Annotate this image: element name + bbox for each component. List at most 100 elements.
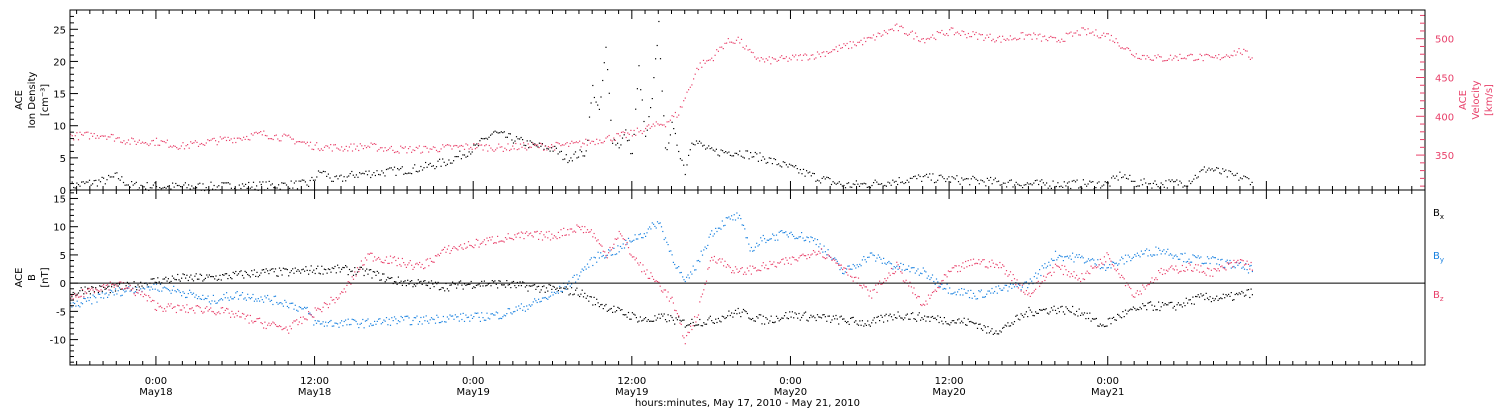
density-point [473, 144, 475, 146]
bz-point [148, 295, 150, 297]
by-point [499, 317, 501, 319]
bz-point [460, 244, 462, 246]
bz-point [692, 325, 694, 327]
bz-point [1146, 285, 1148, 287]
bz-point [864, 286, 866, 288]
bx-point [983, 325, 985, 327]
by-point [913, 267, 915, 269]
bz-point [189, 308, 191, 310]
bz-point [75, 296, 77, 298]
by-point [694, 269, 696, 271]
bz-point [146, 300, 148, 302]
bz-point [905, 279, 907, 281]
by-point [838, 263, 840, 265]
by-point [1245, 263, 1247, 265]
velocity-point [351, 150, 354, 152]
bz-point [1074, 277, 1076, 279]
bz-point [1078, 277, 1080, 279]
bz-point [703, 289, 705, 291]
bz-point [134, 294, 136, 297]
bx-point [527, 290, 529, 292]
bx-point [930, 316, 932, 318]
by-point [211, 300, 213, 302]
bz-point [400, 265, 402, 267]
by-point [865, 261, 867, 263]
bz-point [924, 304, 926, 306]
bz-point [72, 298, 74, 300]
bz-point [935, 290, 938, 292]
bz-point [319, 309, 321, 311]
by-point [777, 239, 779, 241]
bx-point [692, 321, 694, 324]
velocity-point [774, 58, 777, 60]
bx-point [957, 319, 959, 321]
bx-point [1028, 306, 1030, 309]
density-point [189, 188, 191, 190]
density-point [638, 65, 640, 67]
density-point [1162, 184, 1164, 186]
bz-point [848, 268, 850, 270]
bz-point [1016, 279, 1018, 281]
velocity-point [1014, 37, 1016, 39]
velocity-point [143, 142, 145, 144]
bz-point [1205, 274, 1207, 276]
by-point [389, 324, 392, 326]
density-point [846, 182, 848, 185]
bx-point [1098, 325, 1100, 327]
density-point [664, 147, 667, 149]
by-point [601, 255, 603, 258]
bz-point [1035, 288, 1037, 290]
by-point [868, 256, 870, 258]
density-point [368, 170, 370, 172]
density-point [335, 175, 338, 177]
by-point [114, 288, 117, 290]
bx-point [1054, 309, 1057, 311]
density-point [1012, 186, 1014, 188]
bz-point [412, 268, 414, 270]
density-point [445, 164, 447, 167]
bz-point [797, 260, 799, 262]
by-point [939, 286, 941, 288]
bx-point [272, 268, 274, 270]
by-point [1091, 258, 1094, 260]
density-point [138, 187, 140, 189]
bx-point [276, 275, 278, 277]
bx-point [327, 268, 329, 270]
bx-point [1019, 319, 1021, 321]
density-point [959, 183, 961, 185]
bz-point [988, 261, 990, 263]
bx-point [746, 312, 748, 315]
velocity-point [407, 148, 410, 150]
density-point [278, 184, 280, 186]
velocity-point [877, 32, 879, 34]
velocity-point [197, 145, 200, 147]
bx-point [522, 281, 524, 283]
velocity-point [841, 47, 843, 49]
velocity-point [118, 137, 120, 139]
density-point [941, 176, 944, 178]
bx-point [885, 313, 887, 315]
bx-point [716, 321, 718, 324]
bx-point [1128, 309, 1131, 311]
by-point [497, 312, 499, 314]
density-point [384, 175, 386, 177]
velocity-point [834, 49, 836, 51]
density-point [801, 173, 803, 175]
bx-point [1106, 325, 1108, 327]
density-point [168, 185, 170, 187]
bx-point [261, 269, 263, 271]
by-point [1208, 258, 1210, 260]
bx-point [831, 319, 833, 321]
by-point [893, 266, 895, 268]
bz-point [951, 267, 953, 269]
bz-point [440, 252, 442, 254]
by-point [245, 299, 247, 301]
velocity-point [605, 137, 607, 139]
bz-point [477, 239, 479, 241]
velocity-point [106, 138, 108, 140]
bz-point [366, 259, 368, 261]
bz-point [601, 245, 603, 247]
by-point [1155, 246, 1157, 248]
by-point [935, 278, 938, 280]
by-point [779, 230, 782, 232]
